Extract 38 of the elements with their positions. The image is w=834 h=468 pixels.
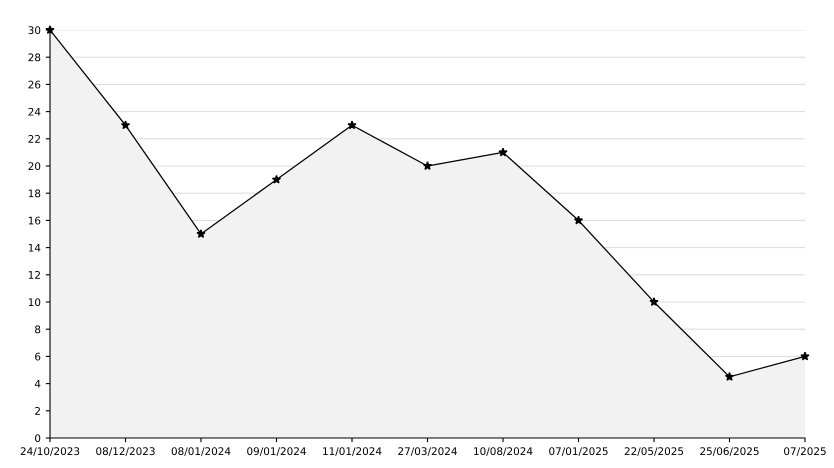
y-tick-label: 24 [28,108,40,116]
y-tick-label: 26 [28,80,40,89]
x-tick-label: 27/03/2024 [398,447,457,456]
y-tick-label: 4 [34,380,40,388]
x-tick-label: 25/06/2025 [700,447,759,456]
x-tick-label: 08/01/2024 [172,447,230,456]
y-tick-label: 2 [35,407,40,415]
point [347,120,357,130]
y-tick-label: 0 [35,434,40,442]
x-tick-label: 10/08/2024 [474,447,532,456]
point [272,174,282,184]
y-tick-label: 12 [28,271,40,279]
point [422,161,432,170]
y-tick-label: 6 [35,352,40,361]
point [120,120,130,130]
point [45,25,55,34]
y-tick-label: 8 [35,325,40,334]
y-tick-label: 18 [28,189,40,198]
point [574,216,584,224]
y-tick-label: 16 [28,216,40,225]
y-tick-label: 20 [28,162,40,170]
x-tick-label: 07/01/2025 [549,447,608,456]
y-tick-label: 10 [28,298,40,306]
x-tick-label: 22/05/2025 [624,447,684,456]
x-tick-label: 09/01/2024 [247,447,306,456]
point [196,229,206,238]
x-tick-label: 11/01/2024 [323,447,382,456]
y-tick-label: 22 [28,135,40,143]
point [498,148,508,156]
y-tick-label: 30 [28,26,40,34]
x-tick-label: 24/10/2023 [20,447,80,456]
point [724,372,734,381]
x-tick-label: 08/12/2023 [96,447,155,456]
x-tick-label: 07/2025 [784,447,826,456]
y-tick-label: 14 [28,244,40,252]
point [649,297,659,306]
point [800,352,810,360]
y-tick-label: 28 [28,53,40,62]
